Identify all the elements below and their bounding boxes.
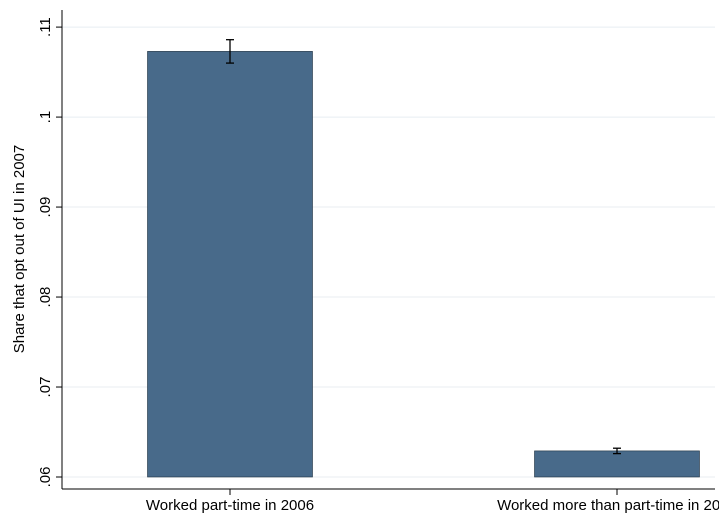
y-tick-label: .11 <box>37 17 54 37</box>
y-tick-label: .1 <box>37 111 54 124</box>
x-tick-label: Worked part-time in 2006 <box>146 497 314 514</box>
y-tick-label: .07 <box>37 377 54 398</box>
x-tick-label: Worked more than part-time in 2006 <box>497 497 719 514</box>
bar <box>147 51 313 478</box>
y-axis-title: Share that opt out of UI in 2007 <box>11 145 28 353</box>
y-tick-label: .08 <box>37 287 54 308</box>
y-tick-label: .06 <box>37 467 54 488</box>
y-tick-label: .09 <box>37 197 54 218</box>
bar <box>534 450 700 478</box>
